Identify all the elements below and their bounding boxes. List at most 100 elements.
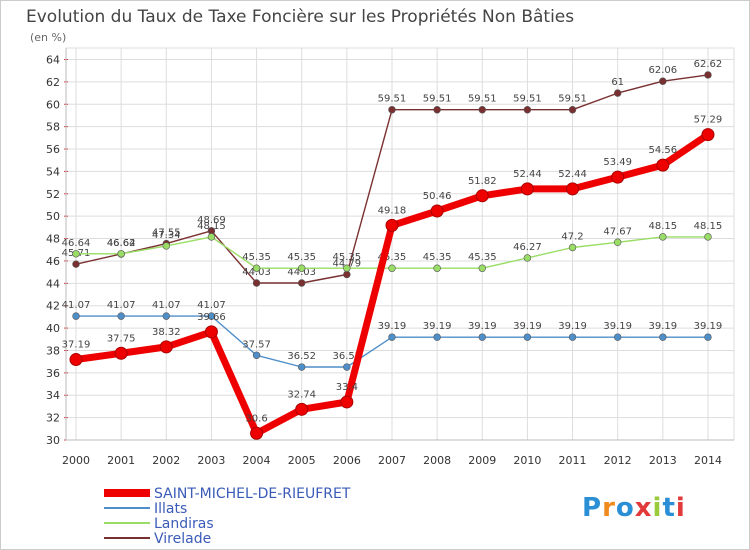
data-point	[388, 333, 396, 341]
data-label: 47.34	[152, 230, 181, 241]
x-tick-label: 2004	[243, 454, 271, 467]
data-label: 45.35	[423, 252, 452, 263]
y-tick-label: 46	[46, 255, 60, 268]
data-label: 48.15	[197, 221, 226, 232]
data-point	[520, 182, 534, 196]
data-label: 53.49	[603, 157, 632, 168]
logo-letter: x	[635, 493, 653, 523]
data-label: 32.74	[287, 389, 316, 400]
data-label: 54.56	[648, 145, 677, 156]
data-label: 41.07	[62, 300, 91, 311]
data-label: 38.32	[152, 327, 181, 338]
data-point	[298, 264, 306, 272]
data-point	[298, 363, 306, 371]
data-label: 47.67	[603, 226, 632, 237]
data-label: 59.51	[378, 94, 407, 105]
data-label: 46.64	[62, 238, 91, 249]
y-tick-label: 52	[46, 188, 60, 201]
data-point	[252, 264, 261, 272]
data-point	[659, 77, 667, 85]
data-point	[295, 402, 309, 416]
data-label: 51.82	[468, 176, 497, 187]
y-tick-label: 40	[46, 322, 60, 335]
data-label: 36.52	[333, 351, 362, 362]
y-tick-label: 48	[46, 233, 60, 246]
data-label: 48.15	[694, 221, 723, 232]
y-tick-label: 36	[46, 367, 60, 380]
data-point	[611, 170, 625, 184]
data-label: 39.19	[558, 321, 587, 332]
series-landiras: 46.64 46.64 47.34 48.15 45.35 45.35 45.35 45.35…	[62, 221, 723, 272]
x-tick-label: 2000	[62, 454, 90, 467]
data-label: 57.29	[694, 115, 723, 126]
data-point	[659, 233, 667, 241]
data-point	[72, 312, 80, 320]
data-point	[704, 333, 712, 341]
data-point	[613, 238, 622, 246]
data-point	[701, 128, 715, 142]
data-point	[69, 353, 83, 367]
series-saint-michel-de-rieufret: 37.19 37.75 38.32 39.66 30.6 32.74 33.4 49.18 50…	[62, 115, 723, 440]
data-label: 30.6	[245, 413, 267, 424]
data-point	[117, 250, 125, 258]
data-point	[568, 333, 577, 341]
data-label: 41.07	[197, 300, 226, 311]
data-label: 59.51	[423, 94, 452, 105]
data-point	[704, 233, 712, 241]
data-point	[478, 106, 486, 114]
data-label: 39.19	[603, 321, 632, 332]
logo-letter: o	[616, 493, 635, 523]
data-label: 37.75	[107, 333, 136, 344]
data-point	[298, 279, 306, 287]
data-label: 41.07	[107, 300, 136, 311]
data-point	[568, 106, 577, 114]
data-label: 41.07	[152, 300, 181, 311]
data-point	[475, 189, 489, 203]
y-tick-label: 38	[46, 344, 60, 357]
data-label: 59.51	[513, 94, 542, 105]
data-label: 46.62	[107, 238, 136, 249]
data-point	[430, 204, 444, 218]
logo-letter: i	[653, 493, 663, 523]
data-label: 46.64	[107, 238, 136, 249]
legend: SAINT-MICHEL-DE-RIEUFRETIllatsLandirasVi…	[104, 486, 351, 547]
svg-text:Proxiti: Proxiti	[582, 493, 686, 523]
data-point	[207, 312, 216, 320]
data-label: 52.44	[513, 169, 542, 180]
data-point	[204, 325, 218, 339]
data-label: 39.19	[378, 321, 407, 332]
data-label: 37.19	[62, 340, 91, 351]
y-tick-label: 58	[46, 121, 60, 134]
legend-label: Virelade	[154, 531, 211, 547]
data-point	[566, 182, 580, 196]
y-tick-label: 32	[46, 412, 60, 425]
data-label: 44.79	[333, 258, 362, 269]
x-tick-label: 2009	[468, 454, 496, 467]
data-label: 59.51	[468, 94, 497, 105]
data-point	[250, 426, 264, 440]
x-tick-label: 2014	[694, 454, 722, 467]
data-label: 45.35	[468, 252, 497, 263]
series-illats: 41.07 41.07 41.07 41.07 37.57 36.52 36.52 39.19…	[62, 300, 722, 371]
y-tick-label: 42	[46, 300, 60, 313]
data-label: 39.19	[648, 321, 677, 332]
data-label: 45.35	[378, 252, 407, 263]
data-point	[433, 333, 441, 341]
x-tick-label: 2012	[604, 454, 632, 467]
data-label: 45.35	[333, 252, 362, 263]
data-point	[385, 218, 399, 232]
data-point	[478, 333, 486, 341]
data-point	[343, 270, 351, 279]
data-label: 62.62	[694, 59, 723, 70]
data-label: 49.18	[378, 205, 407, 216]
data-label: 39.19	[513, 321, 542, 332]
data-point	[252, 351, 261, 359]
data-point	[523, 254, 532, 262]
data-label: 47.55	[152, 228, 181, 239]
data-point	[523, 333, 532, 341]
data-label: 46.27	[513, 242, 542, 253]
data-point	[340, 395, 354, 409]
data-point	[162, 242, 170, 250]
data-label: 45.35	[242, 252, 271, 263]
data-point	[613, 333, 622, 341]
